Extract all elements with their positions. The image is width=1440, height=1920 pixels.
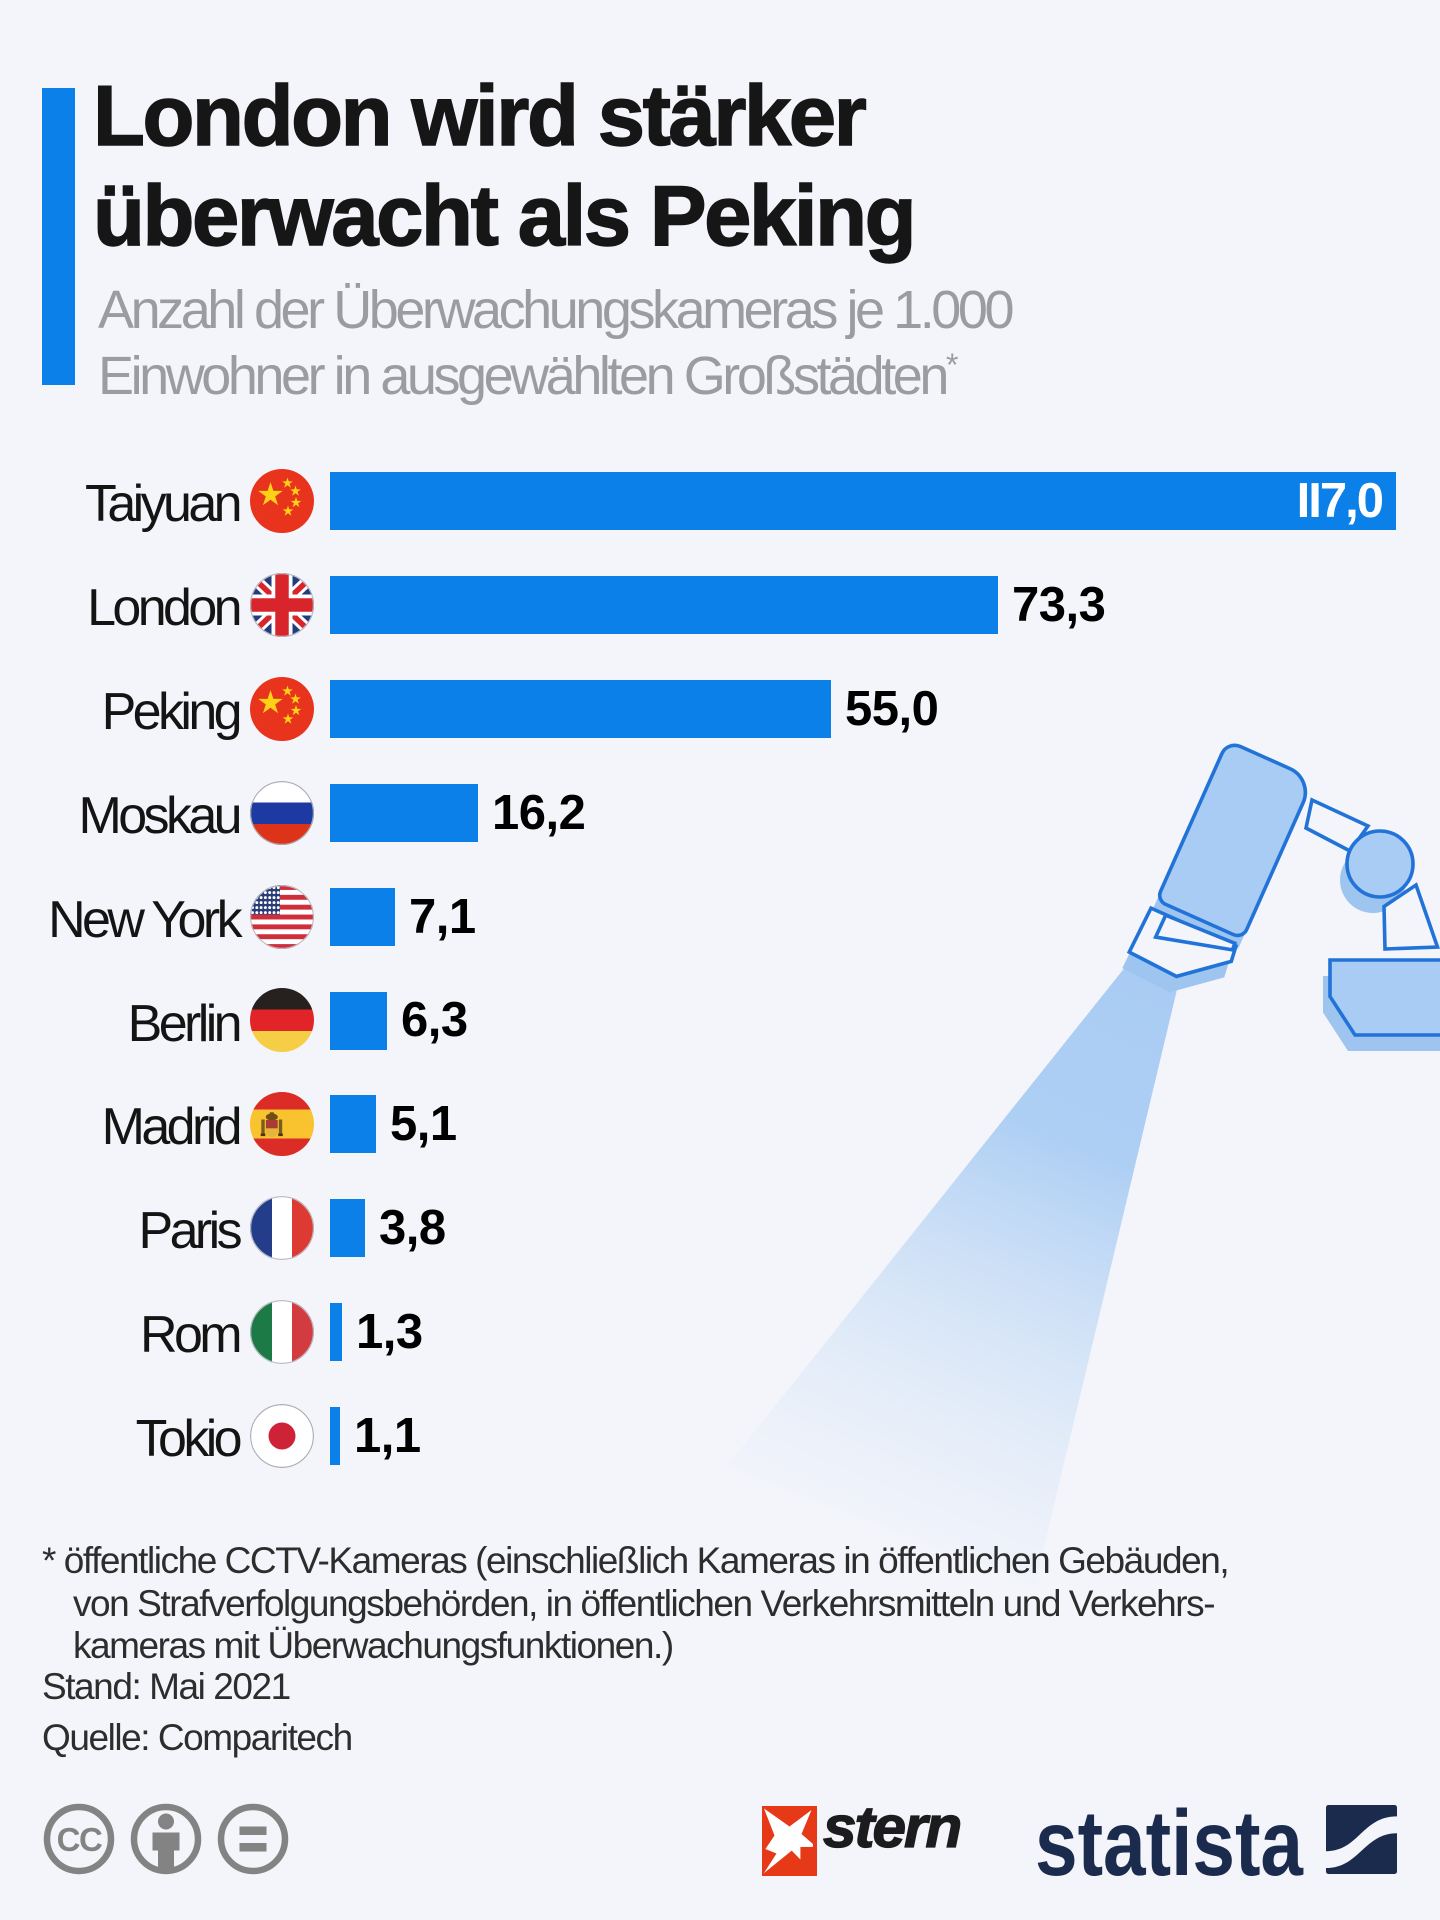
svg-text:CC: CC [57,1821,102,1858]
